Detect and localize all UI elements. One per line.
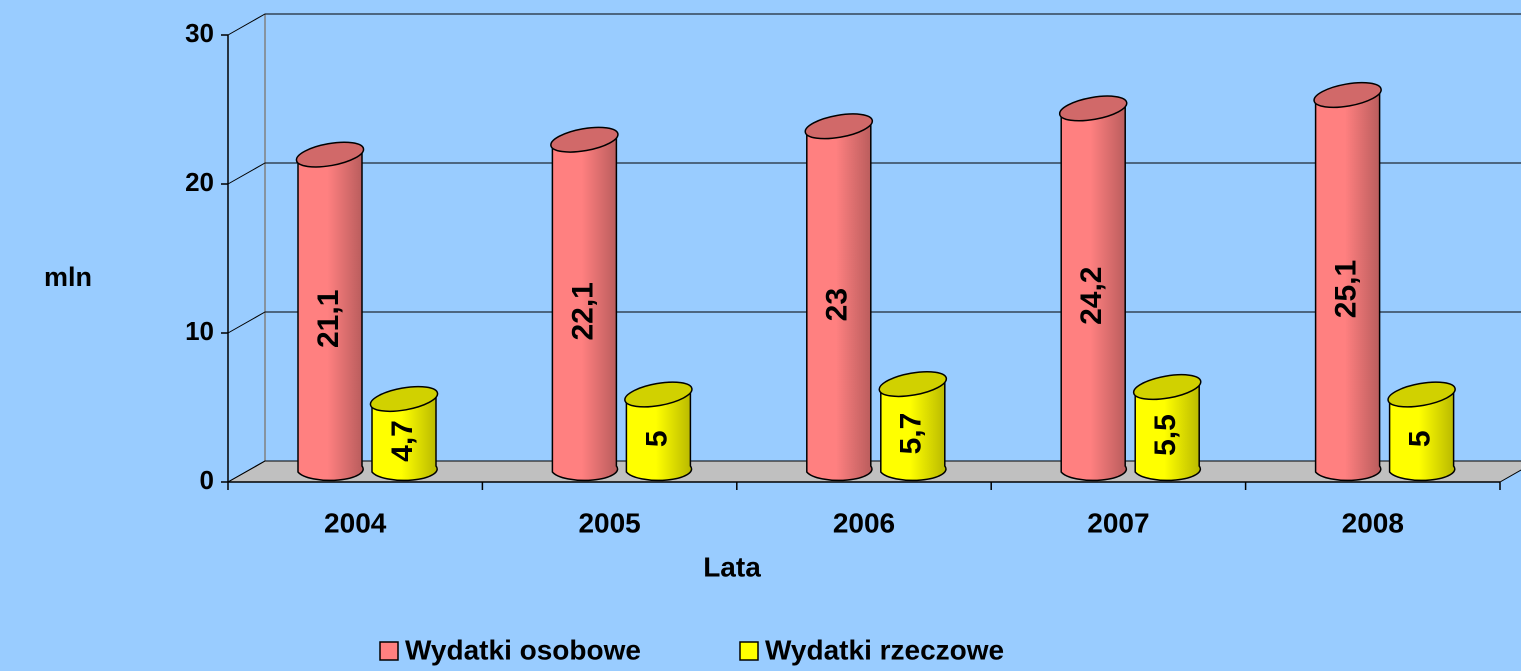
bar-top	[1387, 381, 1456, 408]
value-label: 21,1	[312, 290, 345, 348]
bar-top	[550, 126, 619, 153]
x-tick-label: 2005	[578, 507, 640, 538]
y-tick-label: 30	[185, 18, 214, 48]
bar-top	[1058, 95, 1128, 122]
value-label: 5,7	[895, 413, 928, 455]
bar	[625, 390, 693, 482]
bar	[880, 380, 947, 482]
x-tick-label: 2007	[1087, 507, 1149, 538]
y-tick-label: 10	[185, 316, 214, 346]
value-label: 5	[640, 430, 673, 447]
bar-top	[369, 385, 439, 413]
bar	[1388, 390, 1456, 482]
bar	[297, 150, 364, 482]
y-tick-label: 0	[200, 465, 214, 495]
value-label: 4,7	[386, 420, 419, 462]
bar	[1060, 104, 1128, 482]
value-label: 5,5	[1149, 414, 1182, 456]
bar-top	[624, 381, 693, 408]
legend-label: Wydatki rzeczowe	[765, 634, 1004, 665]
x-tick-label: 2006	[833, 507, 895, 538]
x-tick-label: 2008	[1342, 507, 1404, 538]
bar	[1134, 383, 1202, 482]
value-label: 22,1	[566, 282, 599, 340]
value-label: 5	[1404, 430, 1437, 447]
bar	[371, 395, 438, 482]
bar	[551, 135, 619, 482]
legend-swatch	[739, 641, 759, 661]
legend-swatch	[379, 641, 399, 661]
bar-top	[804, 113, 874, 140]
y-tick-label: 20	[185, 167, 214, 197]
x-tick-label: 2004	[324, 507, 387, 538]
y-axis-label: mln	[44, 262, 92, 292]
value-label: 23	[821, 288, 854, 321]
bar-top	[1132, 373, 1202, 401]
bar	[806, 122, 873, 482]
value-label: 24,2	[1075, 267, 1108, 325]
grid-line	[227, 13, 1521, 36]
bar-top	[878, 370, 948, 398]
legend-label: Wydatki osobowe	[405, 634, 641, 665]
value-label: 25,1	[1330, 260, 1363, 318]
bar-top	[1313, 81, 1382, 109]
bar	[1314, 91, 1382, 482]
x-axis-label: Lata	[703, 551, 761, 582]
bar-top	[295, 141, 365, 168]
